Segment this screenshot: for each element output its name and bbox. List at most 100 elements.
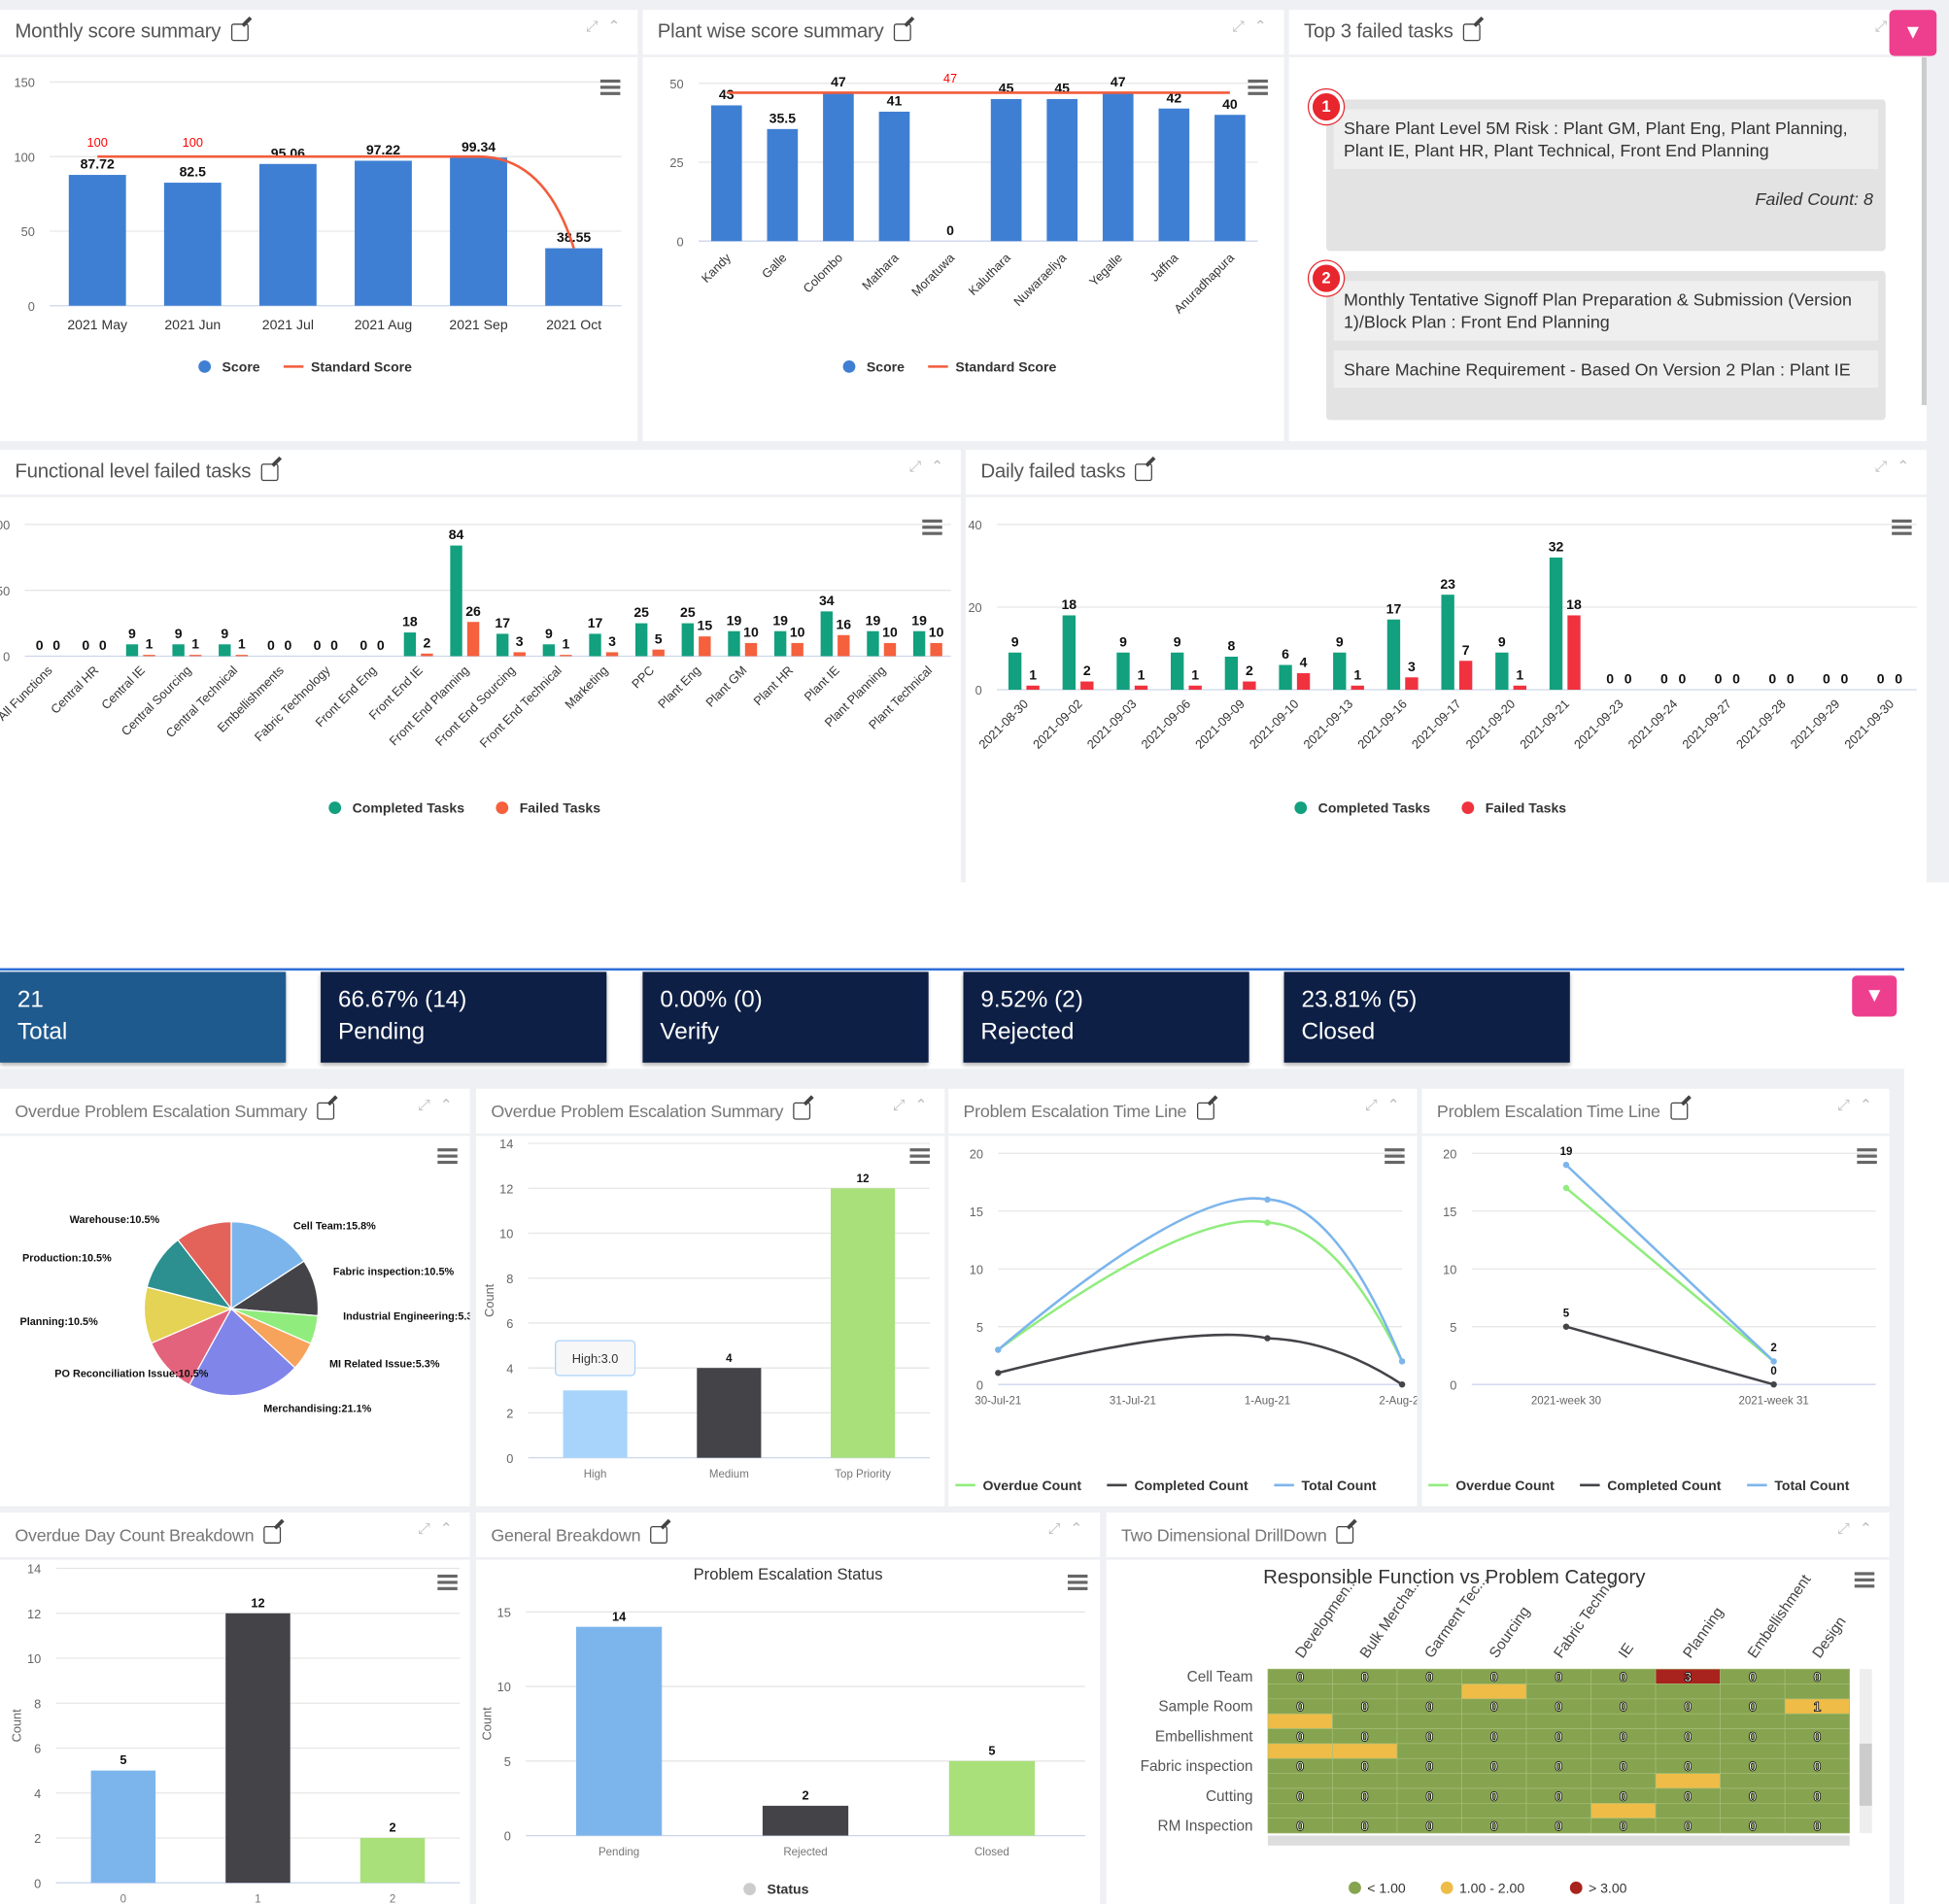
heatmap-cell[interactable]: 0 xyxy=(1784,1728,1850,1745)
heatmap-cell[interactable]: 3 xyxy=(1655,1669,1721,1684)
verify-card[interactable]: 0.00% (0) Verify xyxy=(642,971,929,1063)
legend-item[interactable]: Score xyxy=(842,359,906,375)
legend-item[interactable]: Failed Tasks xyxy=(1461,800,1566,816)
heatmap-cell[interactable]: 0 xyxy=(1396,1758,1462,1774)
heatmap-cell[interactable]: 0 xyxy=(1267,1728,1333,1745)
menu-icon[interactable] xyxy=(599,79,621,95)
heatmap-cell[interactable]: 0 xyxy=(1396,1818,1462,1834)
heatmap-cell[interactable] xyxy=(1784,1803,1850,1819)
collapse-icon[interactable]: ⌃ xyxy=(1859,1519,1872,1538)
heatmap-cell[interactable]: 0 xyxy=(1332,1669,1398,1684)
heatmap-cell[interactable] xyxy=(1267,1683,1333,1700)
filter-button-bottom[interactable]: ▼ xyxy=(1852,975,1898,1017)
heatmap-cell[interactable]: 0 xyxy=(1525,1758,1591,1774)
heatmap-cell[interactable]: 0 xyxy=(1525,1669,1591,1684)
edit-icon[interactable] xyxy=(1462,23,1481,42)
expand-icon[interactable]: ⤢ xyxy=(586,17,598,35)
heatmap-cell[interactable] xyxy=(1655,1743,1721,1759)
menu-icon[interactable] xyxy=(922,519,942,535)
heatmap-cell[interactable] xyxy=(1720,1713,1786,1729)
heatmap-cell[interactable]: 0 xyxy=(1655,1728,1721,1745)
heatmap-cell[interactable]: 0 xyxy=(1655,1787,1721,1804)
heatmap-cell[interactable]: 0 xyxy=(1784,1818,1850,1834)
edit-icon[interactable] xyxy=(893,23,911,42)
heatmap-cell[interactable] xyxy=(1461,1803,1527,1819)
heatmap-cell[interactable]: 0 xyxy=(1461,1698,1527,1715)
heatmap-cell[interactable]: 0 xyxy=(1396,1787,1462,1804)
horizontal-scrollbar[interactable] xyxy=(1267,1835,1850,1846)
legend-item[interactable]: Failed Tasks xyxy=(496,800,600,816)
heatmap-cell[interactable] xyxy=(1720,1743,1786,1759)
heatmap-cell[interactable] xyxy=(1784,1743,1850,1759)
heatmap-cell[interactable]: 0 xyxy=(1332,1698,1398,1715)
expand-icon[interactable]: ⤢ xyxy=(1874,17,1888,35)
edit-icon[interactable] xyxy=(230,23,249,42)
menu-icon[interactable] xyxy=(1857,1148,1877,1165)
heatmap-cell[interactable] xyxy=(1461,1773,1527,1789)
heatmap-cell[interactable] xyxy=(1784,1773,1850,1789)
menu-icon[interactable] xyxy=(1385,1148,1405,1165)
heatmap-cell[interactable]: 0 xyxy=(1332,1758,1398,1774)
heatmap-cell[interactable] xyxy=(1590,1743,1657,1759)
heatmap-cell[interactable]: 0 xyxy=(1590,1669,1657,1684)
legend-item[interactable]: Standard Score xyxy=(283,359,412,375)
heatmap-cell[interactable] xyxy=(1267,1713,1333,1729)
rejected-card[interactable]: 9.52% (2) Rejected xyxy=(963,971,1249,1063)
heatmap-cell[interactable] xyxy=(1332,1773,1398,1789)
heatmap-cell[interactable]: 0 xyxy=(1332,1787,1398,1804)
expand-icon[interactable]: ⤢ xyxy=(418,1096,430,1114)
heatmap-cell[interactable] xyxy=(1784,1713,1850,1729)
heatmap-cell[interactable]: 0 xyxy=(1655,1758,1721,1774)
menu-icon[interactable] xyxy=(909,1148,930,1165)
heatmap-cell[interactable]: 0 xyxy=(1525,1787,1591,1804)
heatmap-cell[interactable] xyxy=(1655,1713,1721,1729)
heatmap-cell[interactable] xyxy=(1525,1713,1591,1729)
heatmap-cell[interactable]: 0 xyxy=(1525,1698,1591,1715)
legend-item[interactable]: Total Count xyxy=(1274,1478,1377,1493)
heatmap-cell[interactable]: 0 xyxy=(1461,1758,1527,1774)
edit-icon[interactable] xyxy=(1336,1526,1354,1544)
heatmap-cell[interactable]: 0 xyxy=(1720,1787,1786,1804)
heatmap-cell[interactable]: 0 xyxy=(1720,1669,1786,1684)
pending-card[interactable]: 66.67% (14) Pending xyxy=(321,971,607,1063)
collapse-icon[interactable]: ⌃ xyxy=(1859,1096,1872,1114)
legend-item[interactable]: Overdue Count xyxy=(955,1478,1081,1493)
heatmap-cell[interactable]: 0 xyxy=(1590,1728,1657,1745)
heatmap-cell[interactable] xyxy=(1720,1803,1786,1819)
filter-button[interactable]: ▼ xyxy=(1889,10,1937,56)
heatmap-cell[interactable]: 0 xyxy=(1267,1787,1333,1804)
expand-icon[interactable]: ⤢ xyxy=(1837,1519,1850,1538)
legend-item[interactable]: Standard Score xyxy=(928,359,1056,375)
heatmap-cell[interactable] xyxy=(1461,1683,1527,1700)
edit-icon[interactable] xyxy=(260,463,279,482)
heatmap-cell[interactable] xyxy=(1267,1773,1333,1789)
heatmap-cell[interactable]: 0 xyxy=(1590,1818,1657,1834)
collapse-icon[interactable]: ⌃ xyxy=(1070,1519,1083,1538)
heatmap-cell[interactable] xyxy=(1332,1743,1398,1759)
heatmap-cell[interactable] xyxy=(1396,1683,1462,1700)
heatmap-cell[interactable] xyxy=(1396,1713,1462,1729)
total-card[interactable]: 21 Total xyxy=(0,971,287,1063)
failed-task-item[interactable]: Monthly Tentative Signoff Plan Preparati… xyxy=(1326,270,1886,421)
edit-icon[interactable] xyxy=(1669,1102,1688,1120)
heatmap-cell[interactable]: 0 xyxy=(1720,1758,1786,1774)
collapse-icon[interactable]: ⌃ xyxy=(914,1096,928,1114)
heatmap-cell[interactable]: 0 xyxy=(1332,1818,1398,1834)
heatmap-cell[interactable]: 0 xyxy=(1396,1698,1462,1715)
heatmap-cell[interactable] xyxy=(1655,1803,1721,1819)
menu-icon[interactable] xyxy=(1067,1574,1088,1590)
heatmap-cell[interactable] xyxy=(1525,1743,1591,1759)
expand-icon[interactable]: ⤢ xyxy=(418,1519,430,1538)
heatmap-cell[interactable] xyxy=(1590,1773,1657,1789)
heatmap-cell[interactable] xyxy=(1590,1713,1657,1729)
expand-icon[interactable]: ⤢ xyxy=(1047,1519,1061,1538)
heatmap-cell[interactable]: 0 xyxy=(1720,1818,1786,1834)
heatmap-cell[interactable] xyxy=(1655,1773,1721,1789)
closed-card[interactable]: 23.81% (5) Closed xyxy=(1283,971,1570,1063)
expand-icon[interactable]: ⤢ xyxy=(1837,1096,1850,1114)
menu-icon[interactable] xyxy=(437,1574,458,1590)
heatmap-cell[interactable] xyxy=(1332,1683,1398,1700)
heatmap-cell[interactable] xyxy=(1461,1713,1527,1729)
heatmap-cell[interactable] xyxy=(1590,1803,1657,1819)
heatmap-cell[interactable]: 0 xyxy=(1525,1818,1591,1834)
